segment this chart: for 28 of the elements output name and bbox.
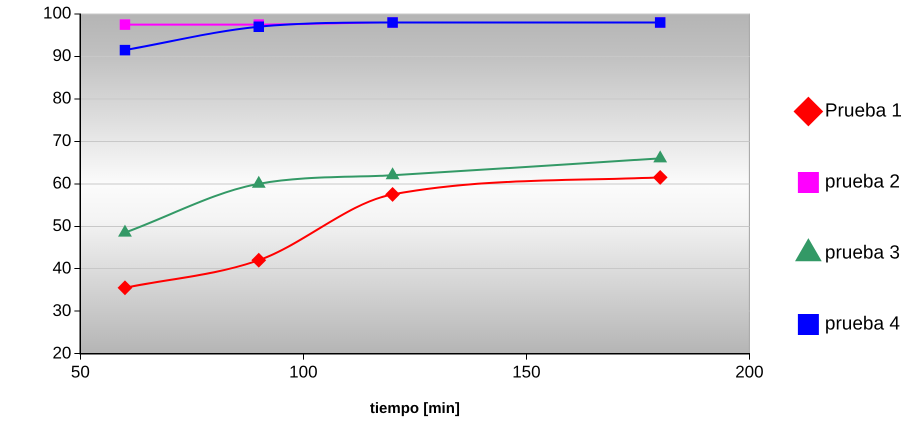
x-axis-title: tiempo [min] [370, 400, 460, 418]
legend-label: prueba 3 [824, 242, 900, 264]
y-tick-label: 90 [52, 46, 72, 66]
point [252, 176, 265, 188]
point [252, 253, 266, 268]
y-tick-label: 100 [42, 4, 72, 23]
y-tick-label: 70 [52, 131, 72, 150]
point [118, 226, 132, 237]
y-tick-label: 20 [52, 343, 72, 362]
legend-label: Prueba 1 [824, 100, 902, 122]
y-tick-label: 80 [52, 88, 72, 108]
x-tick-label: 100 [289, 362, 318, 382]
x-tick-label: 200 [735, 362, 764, 382]
point [118, 280, 132, 295]
point [386, 168, 399, 180]
point [654, 151, 666, 162]
x-tick-label: 50 [70, 362, 90, 382]
y-tick-label: 50 [52, 216, 72, 235]
legend-label: prueba 2 [824, 172, 900, 193]
legend-label: prueba 4 [824, 314, 900, 335]
y-tick-label: 40 [52, 258, 72, 278]
point [653, 170, 668, 184]
y-tick-label: 60 [52, 173, 72, 192]
y-tick-label: 30 [52, 300, 72, 320]
x-tick-label: 150 [512, 362, 541, 382]
point [120, 44, 130, 56]
point [386, 187, 400, 202]
point [120, 19, 130, 30]
